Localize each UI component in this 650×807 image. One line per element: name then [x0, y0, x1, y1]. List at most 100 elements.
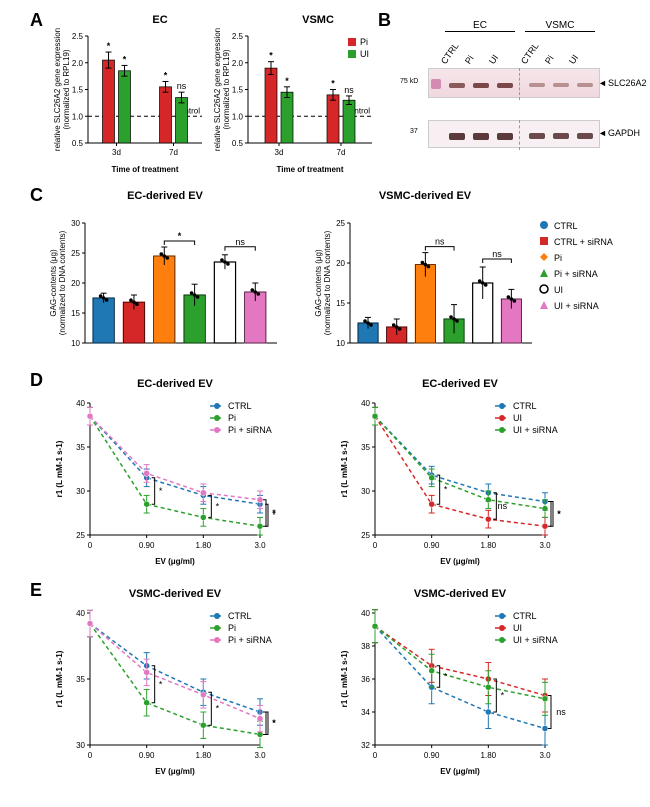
blot-lane: CTRL: [439, 41, 461, 66]
svg-text:UI: UI: [513, 623, 522, 633]
svg-text:0.90: 0.90: [424, 541, 440, 550]
svg-text:7d: 7d: [169, 148, 178, 157]
blot-lane: UI: [487, 53, 500, 66]
svg-text:*: *: [501, 691, 505, 701]
svg-text:1.80: 1.80: [196, 541, 212, 550]
svg-text:3.0: 3.0: [254, 751, 266, 760]
svg-text:0: 0: [373, 751, 378, 760]
svg-text:UI: UI: [554, 285, 563, 295]
svg-text:*: *: [444, 485, 448, 495]
svg-text:ns: ns: [177, 81, 187, 91]
arrowhead-icon: ◄: [598, 128, 607, 138]
legend-d-right: CTRLUIUI + siRNA: [495, 398, 595, 448]
svg-text:35: 35: [361, 443, 370, 452]
svg-text:UI + siRNA: UI + siRNA: [513, 425, 558, 435]
blot-lane: CTRL: [519, 41, 541, 66]
svg-text:CTRL: CTRL: [554, 221, 578, 231]
svg-text:Pi: Pi: [228, 413, 236, 423]
svg-text:*: *: [164, 70, 168, 80]
panel-label-e: E: [30, 580, 42, 601]
panel-d-left-title: EC-derived EV: [95, 378, 255, 390]
svg-text:30: 30: [71, 219, 80, 228]
svg-text:ns: ns: [344, 85, 354, 95]
svg-text:15: 15: [336, 299, 345, 308]
svg-text:*: *: [272, 508, 276, 518]
svg-text:20: 20: [336, 259, 345, 268]
svg-text:UI: UI: [360, 49, 369, 59]
svg-text:*: *: [557, 509, 561, 519]
svg-text:r1 (L mM-1 s-1): r1 (L mM-1 s-1): [340, 440, 349, 497]
svg-text:*: *: [216, 704, 220, 714]
blot-row1-label: SLC26A2: [608, 78, 647, 88]
svg-text:10: 10: [336, 339, 345, 348]
svg-text:CTRL: CTRL: [513, 611, 537, 621]
svg-text:36: 36: [361, 675, 370, 684]
svg-text:Time of treatment: Time of treatment: [112, 165, 179, 174]
svg-text:r1 (L mM-1 s-1): r1 (L mM-1 s-1): [55, 650, 64, 707]
svg-text:ns: ns: [235, 237, 245, 247]
svg-text:10: 10: [71, 339, 80, 348]
svg-text:Pi + siRNA: Pi + siRNA: [554, 269, 598, 279]
svg-text:Pi: Pi: [360, 37, 368, 47]
svg-text:r1 (L mM-1 s-1): r1 (L mM-1 s-1): [340, 650, 349, 707]
svg-text:CTRL: CTRL: [228, 611, 252, 621]
svg-text:0: 0: [88, 751, 93, 760]
svg-text:2.5: 2.5: [232, 32, 244, 41]
svg-text:Pi: Pi: [554, 253, 562, 263]
svg-text:40: 40: [76, 609, 85, 618]
svg-text:(normalized to RPL19): (normalized to RPL19): [62, 49, 71, 129]
panel-c-left-title: EC-derived EV: [85, 190, 245, 202]
svg-text:40: 40: [76, 399, 85, 408]
svg-text:1.80: 1.80: [196, 751, 212, 760]
mw-marker-1: 75 kD: [400, 78, 418, 85]
svg-text:7d: 7d: [337, 148, 346, 157]
panel-a-left-title: EC: [100, 14, 220, 26]
svg-text:ns: ns: [435, 237, 445, 247]
svg-text:(normalized to DNA contents): (normalized to DNA contents): [58, 230, 67, 335]
svg-text:25: 25: [361, 531, 370, 540]
panel-e-left-title: VSMC-derived EV: [95, 588, 255, 600]
svg-text:EV (μg/ml): EV (μg/ml): [155, 767, 195, 776]
svg-text:1.0: 1.0: [232, 112, 244, 121]
panel-label-c: C: [30, 185, 43, 206]
svg-text:40: 40: [361, 399, 370, 408]
svg-text:34: 34: [361, 708, 370, 717]
svg-text:30: 30: [361, 487, 370, 496]
svg-text:0.90: 0.90: [139, 751, 155, 760]
svg-text:UI: UI: [513, 413, 522, 423]
svg-text:35: 35: [76, 675, 85, 684]
svg-text:0.90: 0.90: [139, 541, 155, 550]
chart-a-vsmc: 0.51.01.52.02.5control**3d*ns7drelative …: [210, 28, 380, 178]
svg-text:*: *: [331, 79, 335, 89]
blot-lane: Pi: [543, 54, 556, 66]
svg-text:3.0: 3.0: [539, 541, 551, 550]
legend-e-right: CTRLUIUI + siRNA: [495, 608, 595, 658]
blot-strip-2: [428, 120, 600, 148]
svg-text:*: *: [216, 501, 220, 511]
svg-text:UI + siRNA: UI + siRNA: [554, 301, 599, 311]
legend-e-left: CTRLPiPi + siRNA: [210, 608, 310, 658]
blot-group-ec: EC: [445, 20, 515, 32]
svg-text:Pi + siRNA: Pi + siRNA: [228, 425, 272, 435]
svg-text:15: 15: [71, 309, 80, 318]
svg-text:ns: ns: [492, 249, 502, 259]
svg-text:0.5: 0.5: [232, 139, 244, 148]
svg-text:GAG-contents (μg): GAG-contents (μg): [314, 249, 323, 317]
blot-strip-1: [428, 68, 600, 98]
svg-text:*: *: [444, 672, 448, 682]
blot-group-vsmc: VSMC: [525, 20, 595, 32]
svg-text:GAG-contents (μg): GAG-contents (μg): [49, 249, 58, 317]
svg-text:0.90: 0.90: [424, 751, 440, 760]
svg-text:relative SLC26A2 gene expressi: relative SLC26A2 gene expression: [213, 28, 222, 151]
panel-d-right-title: EC-derived EV: [380, 378, 540, 390]
svg-text:CTRL + siRNA: CTRL + siRNA: [554, 237, 613, 247]
svg-text:40: 40: [361, 609, 370, 618]
svg-text:3d: 3d: [112, 148, 121, 157]
svg-text:*: *: [123, 54, 127, 64]
svg-text:EV (μg/ml): EV (μg/ml): [155, 557, 195, 566]
svg-text:0: 0: [88, 541, 93, 550]
svg-text:2.5: 2.5: [72, 32, 84, 41]
svg-text:3.0: 3.0: [254, 541, 266, 550]
svg-text:*: *: [107, 41, 111, 51]
svg-text:25: 25: [76, 531, 85, 540]
